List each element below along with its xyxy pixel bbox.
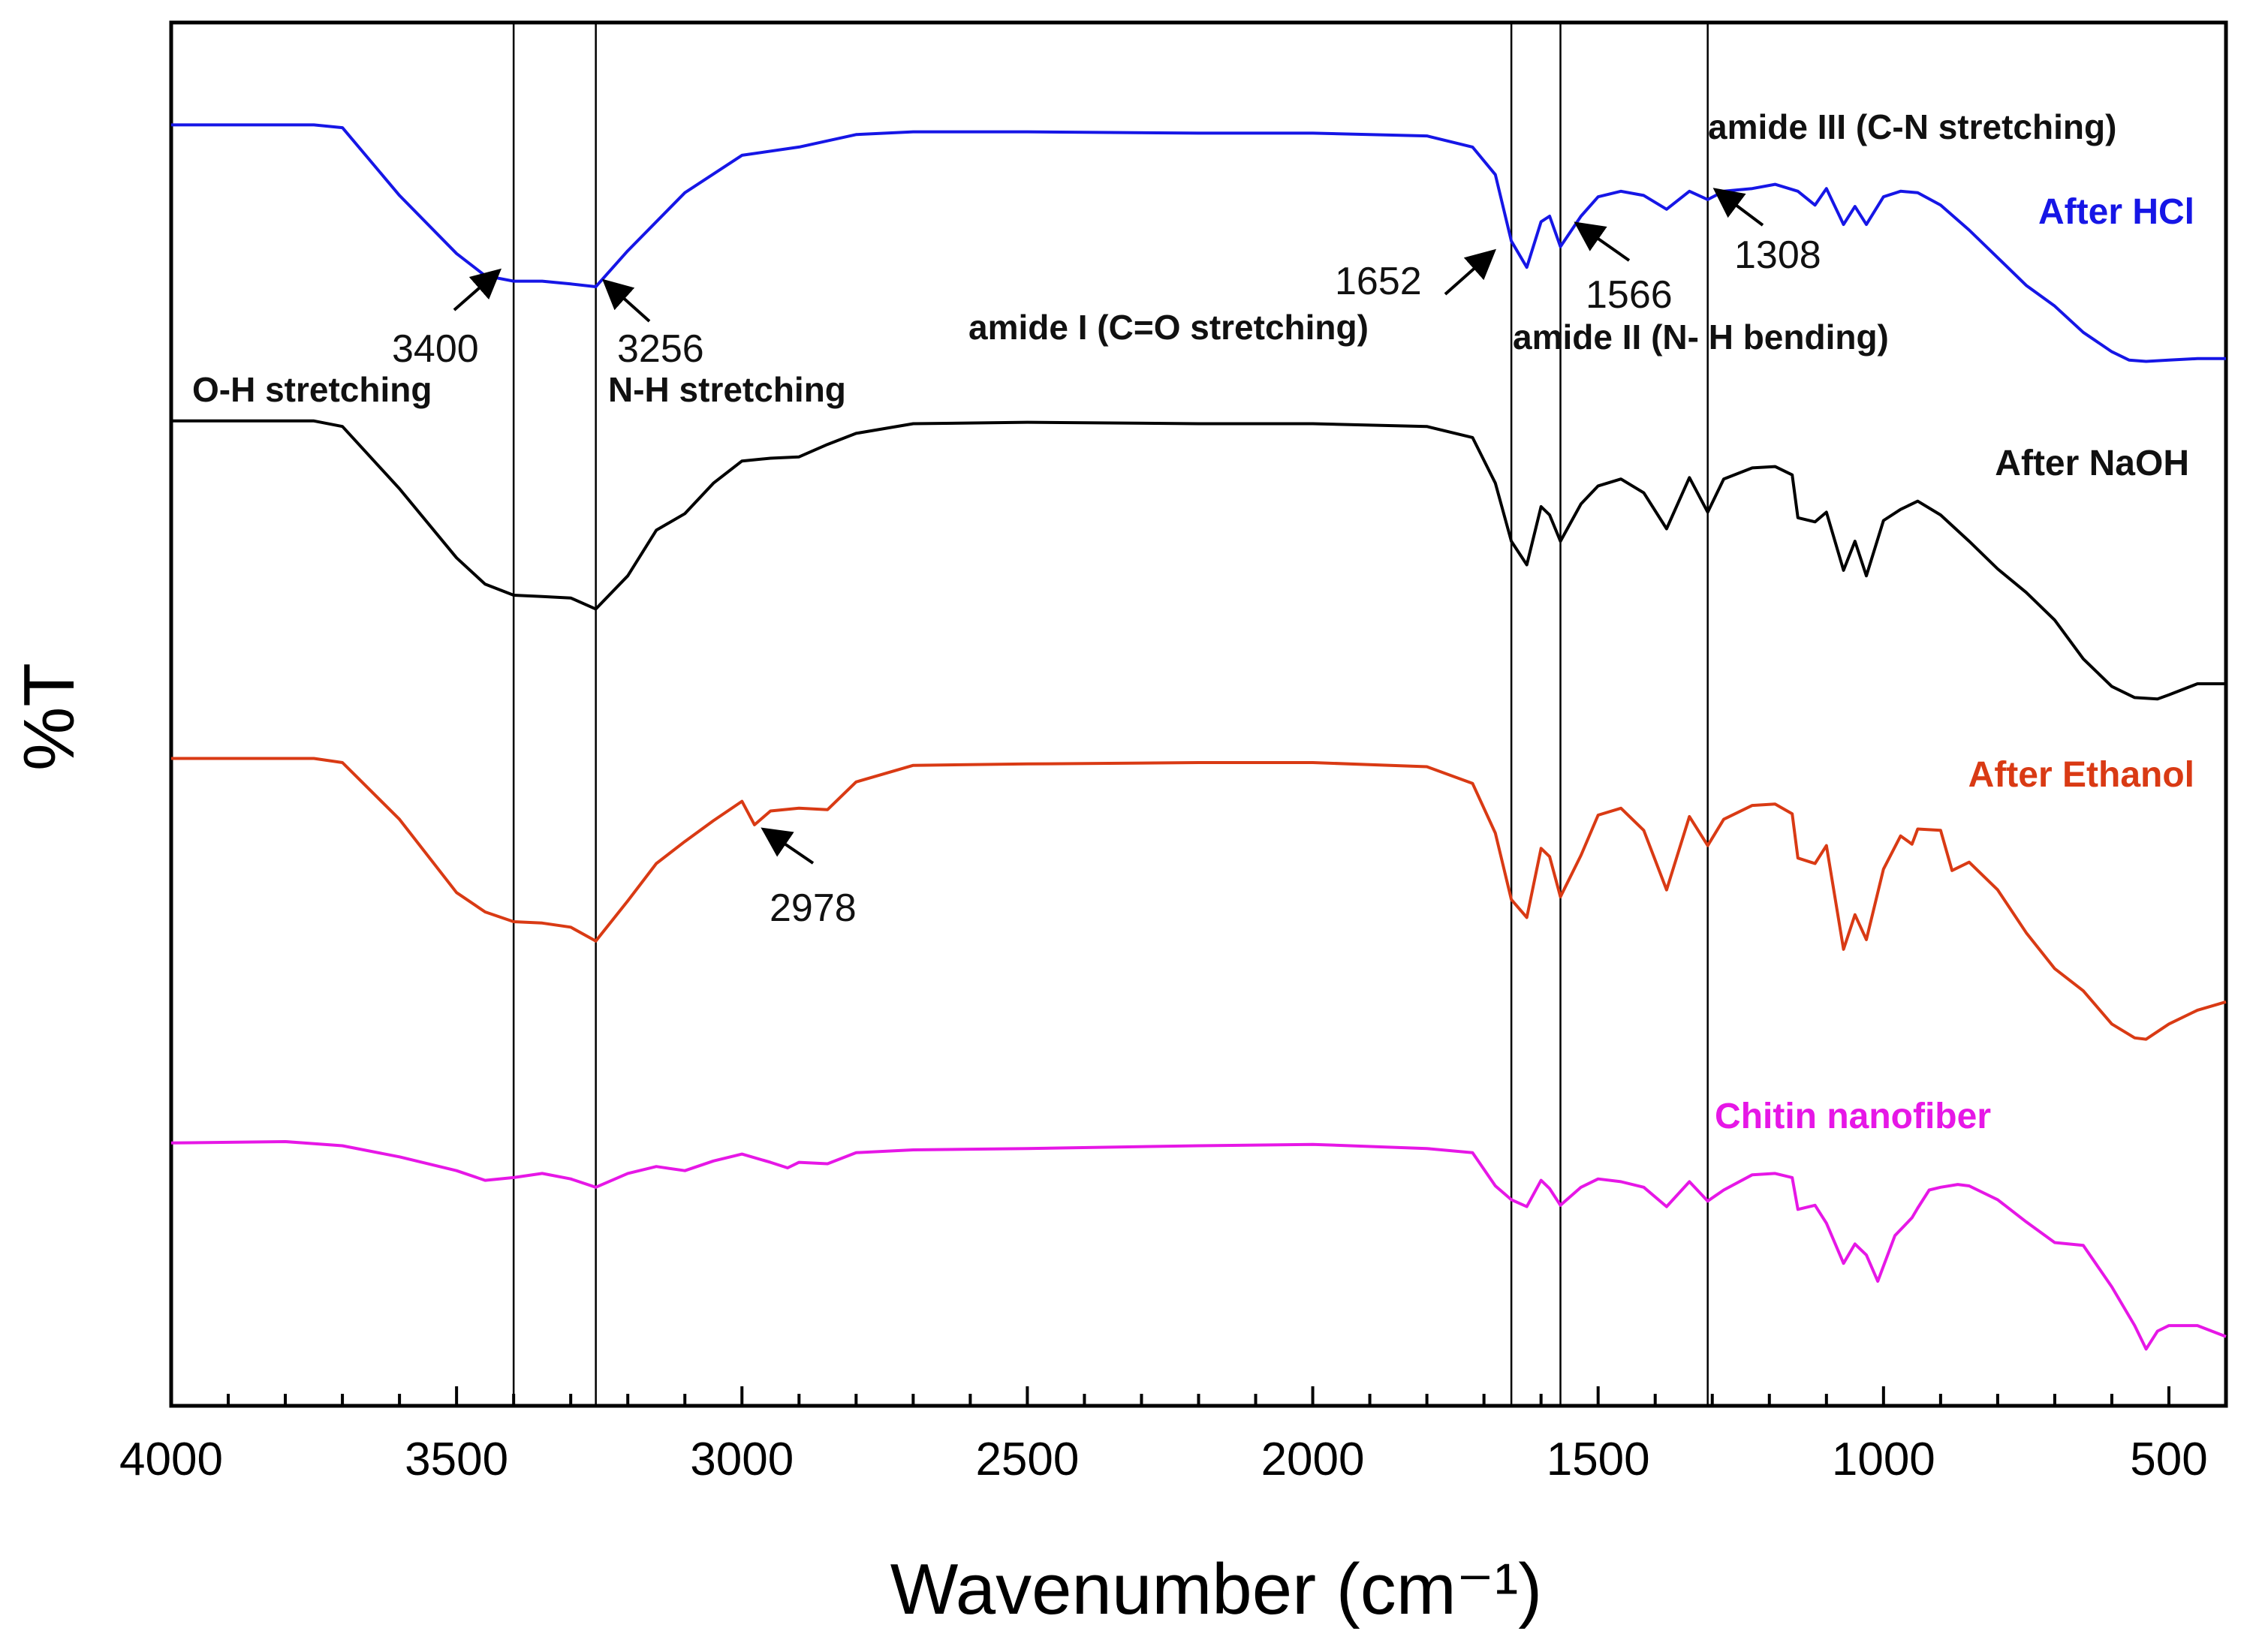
- series-label-chitin-nanofiber: Chitin nanofiber: [1715, 1097, 1991, 1136]
- peak-label-1652: 1652: [1335, 260, 1422, 303]
- peak-label-1566: 1566: [1586, 273, 1673, 317]
- x-tick-label-500: 500: [2130, 1434, 2207, 1485]
- arrow-1308: [1712, 188, 1764, 227]
- arrow-1566: [1574, 221, 1631, 262]
- x-axis-label: Wavenumber (cm⁻¹): [890, 1549, 1543, 1629]
- annotation-amide-3: amide III (C-N stretching): [1708, 107, 2116, 146]
- peak-label-3400: 3400: [392, 327, 479, 371]
- reference-lines: [512, 23, 1709, 1406]
- x-tick-label-1000: 1000: [1832, 1434, 1935, 1485]
- annotation-amide-2: amide II (N- H bending): [1513, 317, 1889, 357]
- series-label-after-ethanol: After Ethanol: [1968, 755, 2194, 795]
- arrow-3256: [602, 278, 651, 323]
- peak-label-3256: 3256: [617, 327, 704, 371]
- x-tick-label-3500: 3500: [405, 1434, 508, 1485]
- arrow-3400: [453, 268, 502, 311]
- x-tick-label-1500: 1500: [1547, 1434, 1650, 1485]
- arrow-2978: [761, 827, 815, 865]
- series-label-after-hcl: After HCl: [2038, 192, 2194, 232]
- series-line-after-hcl: [171, 123, 2226, 363]
- series-line-after-ethanol: [171, 757, 2227, 1041]
- annotation-nh-stretching: N-H stretching: [608, 370, 846, 409]
- peak-label-1308: 1308: [1734, 233, 1821, 277]
- y-axis-label: %T: [9, 663, 89, 771]
- annotation-oh-stretching: O-H stretching: [192, 370, 432, 409]
- x-axis-ticks: 4000 3500 3000 2500 2000 1500 1000 500: [119, 1386, 2227, 1485]
- x-tick-label-4000: 4000: [119, 1434, 223, 1485]
- series-group: [170, 123, 2227, 1351]
- plot-frame: [169, 20, 2228, 1408]
- annotation-amide-1: amide I (C=O stretching): [968, 308, 1369, 347]
- x-tick-label-2500: 2500: [975, 1434, 1079, 1485]
- peak-label-2978: 2978: [770, 886, 857, 930]
- series-label-after-naoh: After NaOH: [1995, 444, 2189, 483]
- series-line-after-naoh: [171, 419, 2226, 701]
- x-tick-label-2000: 2000: [1261, 1434, 1365, 1485]
- series-line-chitin-nanofiber: [170, 1140, 2227, 1351]
- x-tick-label-3000: 3000: [690, 1434, 794, 1485]
- arrow-1652: [1444, 248, 1496, 296]
- peak-arrows: [453, 188, 1764, 865]
